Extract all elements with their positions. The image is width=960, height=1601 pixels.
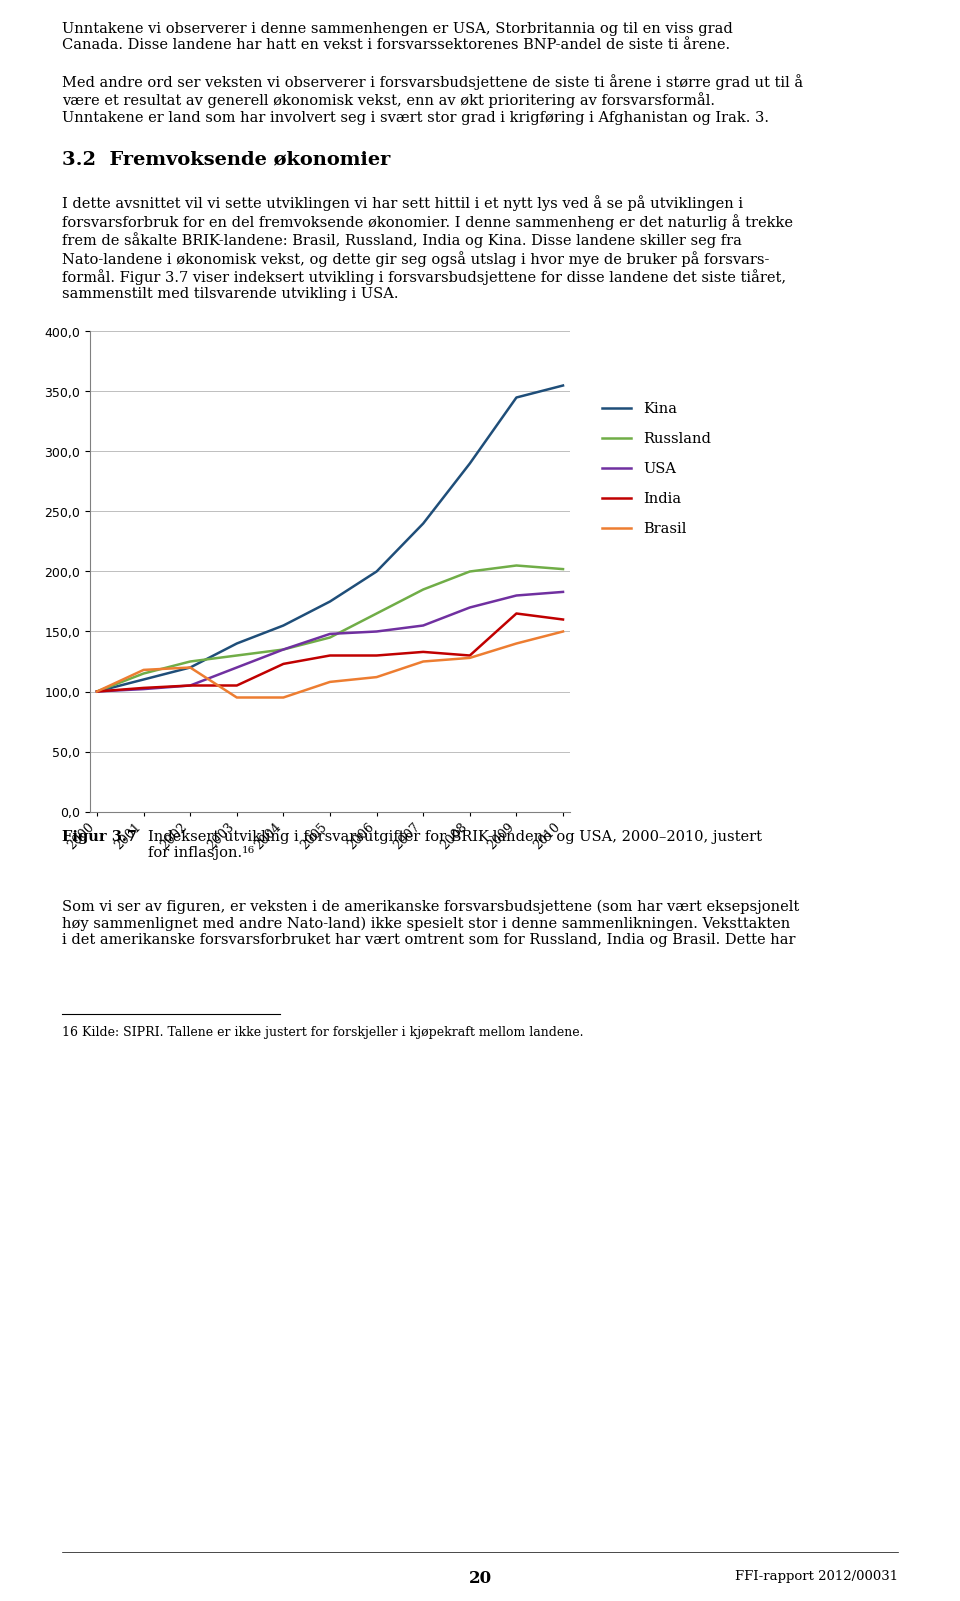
- Brasil: [231, 688, 243, 708]
- Kina: [231, 634, 243, 653]
- Russland: [557, 559, 568, 578]
- Kina: [138, 669, 150, 688]
- USA: [91, 682, 103, 701]
- Text: Unntakene vi observerer i denne sammenhengen er USA, Storbritannia og til en vis: Unntakene vi observerer i denne sammenhe…: [62, 22, 732, 53]
- Brasil: [557, 621, 568, 640]
- Text: Som vi ser av figuren, er veksten i de amerikanske forsvarsbudsjettene (som har : Som vi ser av figuren, er veksten i de a…: [62, 900, 800, 946]
- USA: [231, 658, 243, 677]
- Line: Brasil: Brasil: [97, 631, 563, 698]
- USA: [277, 640, 289, 660]
- Brasil: [418, 652, 429, 671]
- Text: 20: 20: [468, 1571, 492, 1587]
- Brasil: [511, 634, 522, 653]
- USA: [464, 597, 475, 616]
- Line: India: India: [97, 613, 563, 692]
- Russland: [231, 645, 243, 664]
- India: [231, 676, 243, 695]
- Kina: [91, 682, 103, 701]
- Brasil: [138, 660, 150, 679]
- USA: [138, 679, 150, 698]
- Line: USA: USA: [97, 592, 563, 692]
- Brasil: [277, 688, 289, 708]
- Text: I dette avsnittet vil vi sette utviklingen vi har sett hittil i et nytt lys ved : I dette avsnittet vil vi sette utvikling…: [62, 195, 793, 301]
- India: [418, 642, 429, 661]
- Kina: [418, 514, 429, 533]
- Russland: [91, 682, 103, 701]
- Kina: [557, 376, 568, 395]
- India: [277, 655, 289, 674]
- India: [184, 676, 196, 695]
- Russland: [418, 580, 429, 599]
- Russland: [511, 556, 522, 575]
- Brasil: [91, 682, 103, 701]
- India: [371, 645, 382, 664]
- USA: [418, 616, 429, 636]
- Russland: [184, 652, 196, 671]
- Russland: [464, 562, 475, 581]
- USA: [184, 676, 196, 695]
- Kina: [277, 616, 289, 636]
- India: [324, 645, 336, 664]
- USA: [557, 583, 568, 602]
- India: [557, 610, 568, 629]
- Text: FFI-rapport 2012/00031: FFI-rapport 2012/00031: [734, 1571, 898, 1583]
- Line: Kina: Kina: [97, 386, 563, 692]
- India: [511, 604, 522, 623]
- Text: Figur 3.7: Figur 3.7: [62, 829, 137, 844]
- Brasil: [324, 672, 336, 692]
- Line: Russland: Russland: [97, 565, 563, 692]
- Russland: [324, 628, 336, 647]
- Kina: [184, 658, 196, 677]
- Kina: [511, 387, 522, 407]
- India: [138, 679, 150, 698]
- Kina: [371, 562, 382, 581]
- Brasil: [371, 668, 382, 687]
- India: [464, 645, 475, 664]
- Text: 3.2  Fremvoksende økonomier: 3.2 Fremvoksende økonomier: [62, 150, 391, 168]
- Russland: [277, 640, 289, 660]
- India: [91, 682, 103, 701]
- Text: Med andre ord ser veksten vi observerer i forsvarsbudsjettene de siste ti årene : Med andre ord ser veksten vi observerer …: [62, 74, 804, 125]
- Brasil: [184, 658, 196, 677]
- Text: Indeksert utvikling i forsvarsutgifter for BRIK-landene og USA, 2000–2010, juste: Indeksert utvikling i forsvarsutgifter f…: [148, 829, 762, 844]
- Text: for inflasjon.: for inflasjon.: [148, 845, 242, 860]
- Kina: [464, 455, 475, 474]
- Brasil: [464, 648, 475, 668]
- Legend: Kina, Russland, USA, India, Brasil: Kina, Russland, USA, India, Brasil: [596, 397, 717, 543]
- USA: [324, 624, 336, 644]
- Russland: [371, 604, 382, 623]
- USA: [371, 621, 382, 640]
- Text: 16: 16: [242, 845, 255, 855]
- Russland: [138, 664, 150, 684]
- USA: [511, 586, 522, 605]
- Kina: [324, 592, 336, 612]
- Text: 16 Kilde: SIPRI. Tallene er ikke justert for forskjeller i kjøpekraft mellom lan: 16 Kilde: SIPRI. Tallene er ikke justert…: [62, 1026, 584, 1039]
